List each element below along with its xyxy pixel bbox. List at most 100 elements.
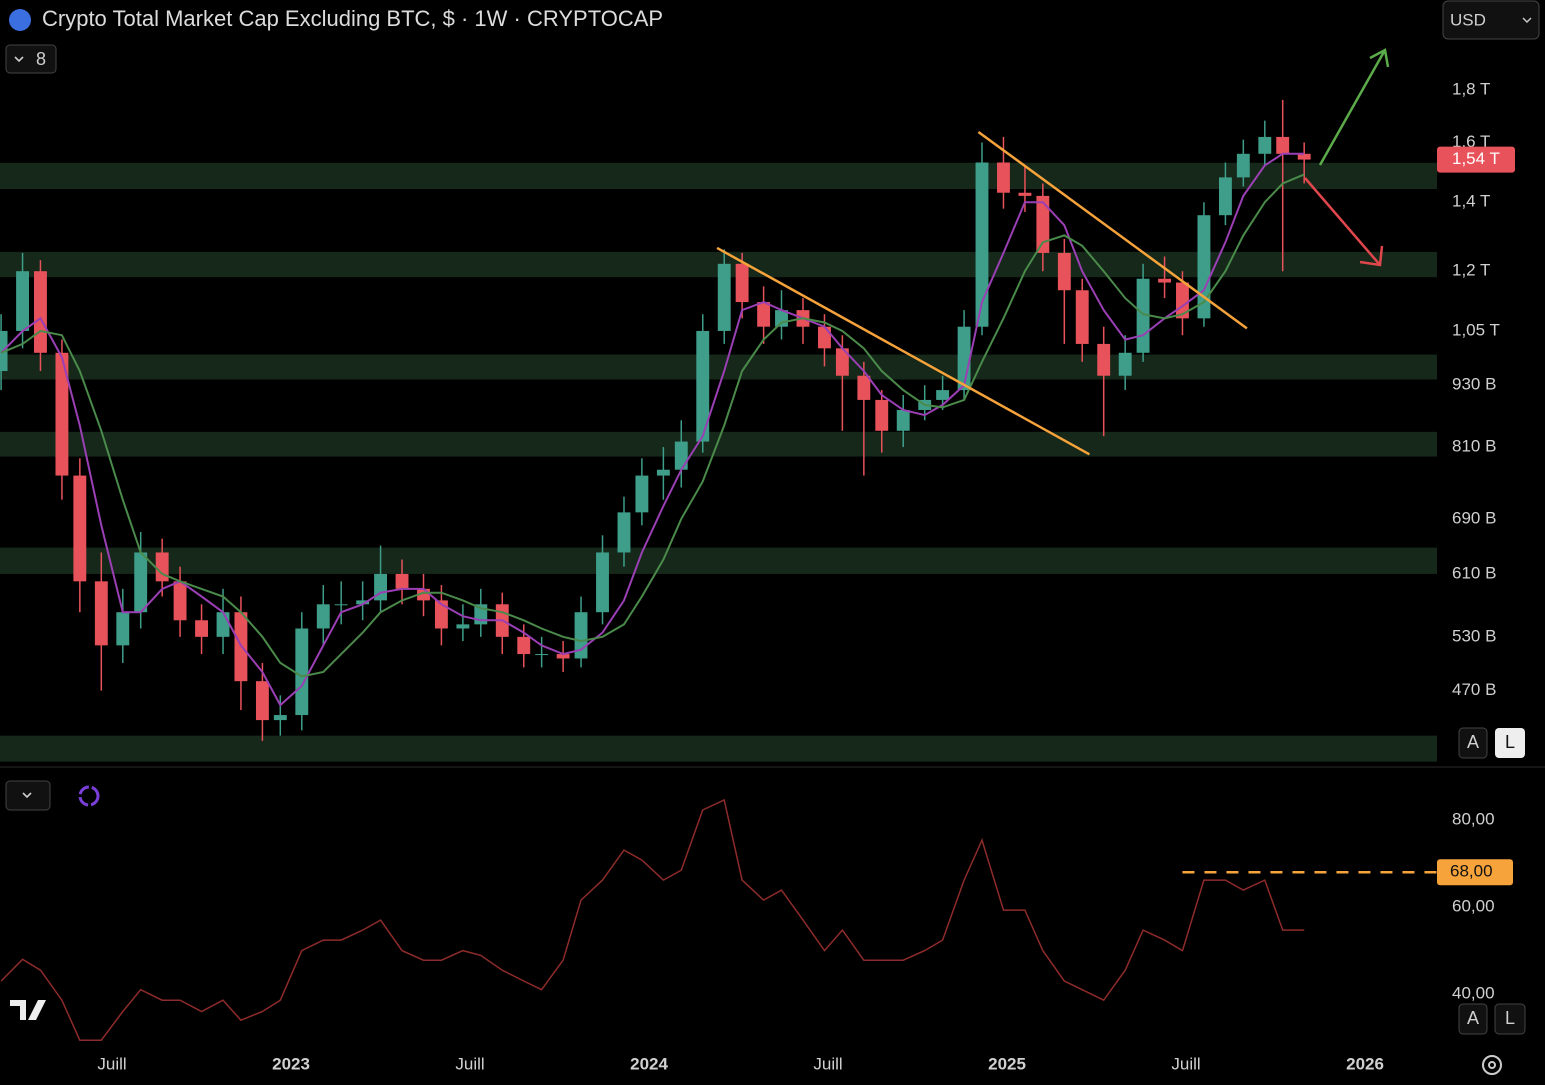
y-tick-label: 1,6 T: [1452, 132, 1490, 151]
chevron: [22, 792, 32, 799]
currency-box[interactable]: [1442, 0, 1540, 40]
candle-body: [195, 620, 208, 637]
currency-select[interactable]: USD: [1442, 0, 1540, 40]
candle-body: [456, 624, 470, 629]
y-tick-label: 1,8 T: [1452, 79, 1490, 98]
candle-body: [73, 475, 87, 582]
y-tick-label: 60,00: [1452, 897, 1495, 916]
candle-body: [1276, 136, 1290, 154]
candle-body: [1176, 282, 1189, 319]
candle-body: [173, 581, 187, 621]
y-tick-label: 1,4 T: [1452, 192, 1490, 211]
last-price-label: 1,54 T: [1452, 149, 1500, 168]
candle-body: [216, 612, 230, 637]
button-box[interactable]: [1458, 1003, 1488, 1035]
log-scale-button[interactable]: L: [1494, 1003, 1526, 1035]
button-label: L: [1505, 1008, 1515, 1028]
chevron: [14, 56, 24, 63]
candle-body: [1136, 278, 1150, 353]
candle-body: [334, 604, 348, 606]
candle-body: [857, 375, 871, 400]
candle-body: [1075, 290, 1089, 344]
y-tick-label: 930 B: [1452, 375, 1496, 394]
y-tick-label: 530 B: [1452, 626, 1496, 645]
auto-scale-button[interactable]: A: [1458, 727, 1488, 759]
candle-body: [295, 628, 309, 716]
y-tick-label: 80,00: [1452, 810, 1495, 829]
button-label: A: [1467, 1008, 1479, 1028]
trendline: [977, 130, 1248, 330]
x-tick-label: Juill: [455, 1054, 484, 1073]
candle-body: [1018, 192, 1032, 196]
pane-toggle[interactable]: [5, 780, 51, 811]
candle-body: [1297, 153, 1311, 160]
y-tick-label: 610 B: [1452, 563, 1496, 582]
candle-body: [134, 552, 148, 613]
candle-body: [875, 399, 889, 431]
indicator-count: 8: [36, 49, 46, 69]
candle-body: [674, 441, 688, 470]
button-box[interactable]: [1458, 727, 1488, 759]
candle-body: [975, 162, 989, 327]
candle-body: [596, 552, 609, 613]
log-scale-button[interactable]: L: [1495, 728, 1525, 758]
refresh-ring[interactable]: [78, 785, 100, 807]
candle-body: [997, 162, 1010, 193]
settings-button[interactable]: [1482, 1055, 1502, 1075]
y-tick-label: 1,2 T: [1452, 261, 1490, 280]
gear[interactable]: [1482, 1055, 1502, 1075]
candle-body: [957, 326, 971, 391]
candle-body: [116, 612, 130, 646]
candle-body: [55, 352, 69, 476]
candle-body: [696, 330, 710, 442]
x-tick-label: 2024: [630, 1054, 668, 1073]
x-tick-label: Juill: [813, 1054, 842, 1073]
candle-body: [1158, 278, 1172, 283]
candle-body: [1036, 195, 1050, 253]
button-box[interactable]: [1494, 1003, 1526, 1035]
x-tick-label: 2023: [272, 1054, 310, 1073]
down-arrow: [1304, 177, 1384, 267]
candle-body: [936, 390, 950, 400]
candle-body: [155, 552, 169, 582]
auto-scale-button[interactable]: A: [1458, 1003, 1488, 1035]
candle-body: [16, 271, 29, 331]
candle-body: [656, 469, 670, 476]
candle-body: [717, 263, 731, 331]
candle-body: [434, 600, 448, 629]
candle-body: [1258, 136, 1272, 154]
candle-body: [735, 263, 749, 303]
candle-body: [273, 715, 287, 721]
candle-body: [757, 302, 771, 327]
candle-body: [896, 409, 910, 431]
button-box[interactable]: [1495, 728, 1525, 758]
candle-body: [556, 654, 570, 659]
candle-body: [1057, 252, 1071, 291]
toggle-box[interactable]: [5, 44, 57, 74]
y-tick-label: 1,05 T: [1452, 320, 1500, 339]
y-tick-label: 810 B: [1452, 437, 1496, 456]
x-tick-label: 2025: [988, 1054, 1026, 1073]
refresh-icon[interactable]: [78, 785, 100, 807]
candle-body: [316, 604, 330, 629]
tradingview-logo: [10, 1000, 46, 1020]
support-zone: [0, 735, 1437, 762]
candle-body: [395, 573, 409, 589]
candle-body: [617, 512, 631, 553]
moving-average: [0, 173, 1305, 678]
currency-label: USD: [1450, 10, 1486, 29]
candle-body: [635, 475, 649, 513]
button-label: A: [1467, 732, 1479, 752]
moving-average: [0, 152, 1305, 707]
support-zone: [0, 431, 1437, 457]
indicator-toggle[interactable]: 8: [5, 44, 57, 74]
trendline: [716, 246, 1090, 456]
up-arrow: [1318, 48, 1390, 166]
candle-body: [835, 348, 849, 376]
rsi-line: [0, 798, 1305, 1041]
candle-body: [356, 600, 370, 605]
symbol-logo: [9, 9, 31, 31]
